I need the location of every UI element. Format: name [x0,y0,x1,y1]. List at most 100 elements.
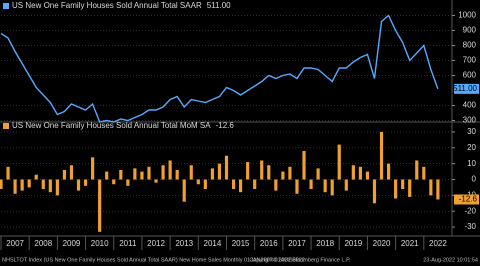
bar [253,179,257,190]
x-tick-label: 2016 [260,239,278,248]
bar [119,169,123,180]
bar [309,179,313,190]
bar [210,168,214,180]
x-tick-label: 2020 [373,239,391,248]
bar [288,166,292,180]
bar [372,179,377,204]
bar [91,157,95,180]
y-tick-label: 10 [467,159,476,168]
bar [267,165,271,180]
bar [196,179,200,185]
bar [34,174,38,180]
y-tick-label: 1000 [458,11,476,20]
bar [20,179,24,191]
x-tick-label: 2012 [147,239,165,248]
y-tick-label: 600 [463,71,477,80]
bar [217,163,222,180]
bar [6,166,10,180]
bar [105,171,109,180]
bar [365,171,370,180]
bar [133,168,137,180]
bar [394,179,398,199]
y-tick-label: 900 [463,26,477,35]
x-tick-label: 2010 [91,239,109,248]
bar [330,179,334,196]
bar [168,160,172,180]
legend-label: US New One Family Houses Sold Annual Tot… [12,121,211,130]
bar [281,171,285,180]
x-tick-label: 2017 [288,239,306,248]
bar [246,162,250,180]
bar [13,179,17,194]
bar [48,179,52,193]
x-tick-label: 2019 [344,239,362,248]
bar [147,166,151,180]
x-tick-label: 2013 [175,239,193,248]
legend-swatch [3,123,9,129]
bar [69,165,74,180]
bar [239,179,243,193]
footer-right: 23-Aug-2022 10:01:54 [423,257,478,263]
bar [140,171,144,180]
x-tick-label: 2009 [63,239,81,248]
bar [302,150,306,180]
y-tick-label: 300 [463,116,477,125]
y-tick-label: 20 [467,143,476,152]
y-tick-label: 400 [463,101,477,110]
bar [401,179,405,190]
bar [323,179,327,193]
bar [0,179,3,190]
bar [224,155,229,180]
x-tick-label: 2007 [6,239,24,248]
bar [429,179,433,196]
bar [422,166,426,180]
bar [316,168,320,180]
x-tick-label: 2015 [232,239,250,248]
x-tick-label: 2018 [316,239,334,248]
x-tick-label: 2014 [204,239,222,248]
legend-value: 511.00 [207,1,231,10]
bar [337,144,341,180]
bar [408,179,412,197]
last-value-box [454,83,479,94]
bar [55,179,59,196]
last-value-label: 511.00 [453,84,477,93]
bar [295,179,299,194]
bar [83,179,88,186]
bar [27,179,31,188]
bar [415,160,419,180]
x-tick-label: 2008 [34,239,52,248]
bar [436,179,440,200]
bar [379,131,384,180]
bar [112,179,116,185]
bar [41,179,45,190]
bar [98,179,102,232]
bar [260,160,264,180]
line [0,14,439,123]
x-tick-label: 2021 [401,239,419,248]
bar [231,179,236,190]
bar [126,179,130,186]
footer-center: Copyright© 2022 Bloomberg Finance L.P. [249,256,351,263]
bar [358,166,362,180]
bar [154,179,158,183]
bar [76,179,81,191]
footer-left: NHSLTOT Index (US New One Family Houses … [2,257,305,263]
last-value-label: -12.6 [459,195,478,204]
bar [351,165,355,180]
bar [182,179,186,202]
bar [274,179,278,191]
y-tick-label: 30 [467,127,476,136]
bar [161,165,165,180]
legend-swatch [3,3,9,9]
bar [62,169,67,180]
bar [344,179,348,191]
y-tick-label: 0 [472,175,477,184]
y-tick-label: -20 [464,206,476,215]
x-tick-label: 2011 [119,239,137,248]
y-tick-label: -30 [464,222,476,231]
y-tick-label: 700 [463,56,477,65]
